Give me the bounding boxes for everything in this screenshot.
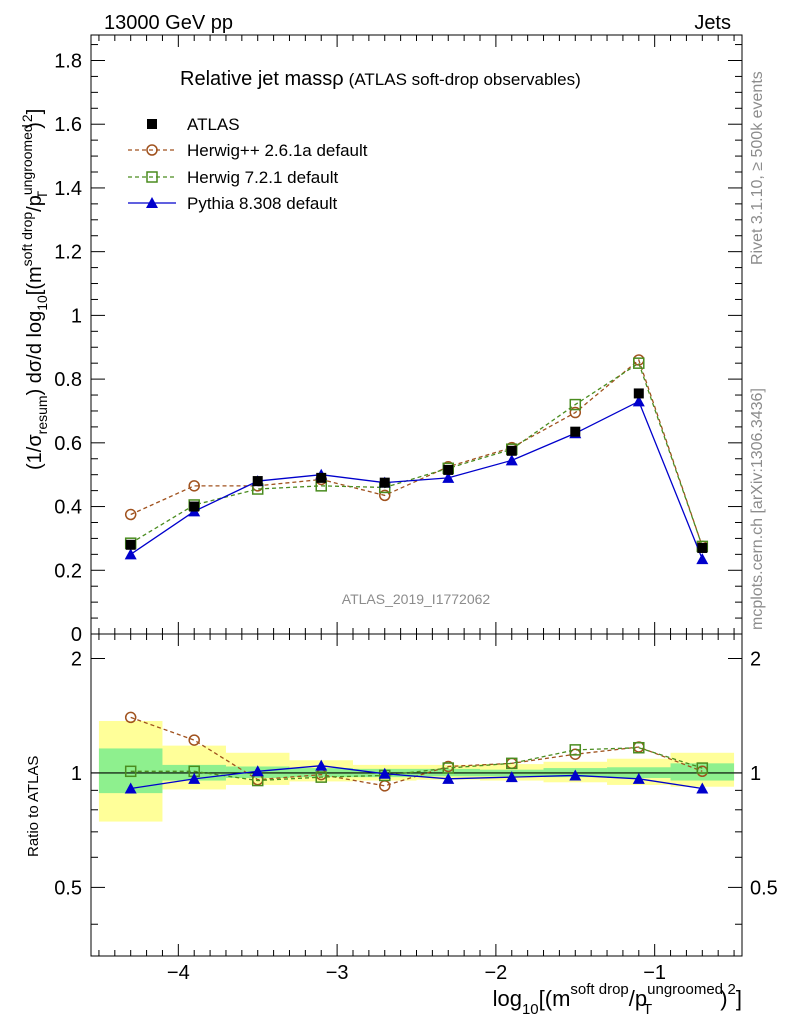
legend-herwig-2-6-1a-default-marker [146,144,158,156]
x-tick-label: −4 [167,962,190,984]
title-suffix: (ATLAS soft-drop observables) [349,70,581,89]
ratio-plot-frame [90,633,743,957]
legend: ATLAS Herwig++ 2.6.1a default Herwig 7.2.1… [128,115,368,213]
herwig-7-2-1-default-point [633,357,645,369]
main-y-tick-label: 1.8 [54,50,82,72]
title-rho: ρ [332,68,343,90]
main-y-tick-label: 0.4 [54,497,82,519]
herwig-2-6-1a-default-point [124,508,137,521]
main-y-tick-label: 1.4 [54,178,82,200]
herwig-2-6-1a-default-point [569,406,582,419]
atlas-point [316,472,327,483]
main-y-tick-label: 1 [71,305,82,327]
pythia-8-308-default-point [632,395,645,407]
ratio-y-tick-label-right: 0.5 [750,877,778,899]
x-tick-label: −3 [326,962,349,984]
pythia-8-308-default-point [442,471,455,483]
pythia-8-308-default-point [505,454,518,466]
ratio-pythia-8-308-default-point [442,772,455,784]
pythia-8-308-default-point [124,548,137,560]
main-y-tick-label: 0.6 [54,433,82,455]
ratio-herwig-7-2-1-default-point [569,744,582,756]
ratio-y-tick-label: 1 [71,763,82,785]
legend-pythia-8-308-default-marker [146,197,158,208]
title-text: Relative jet mass [180,68,332,90]
analysis-tag: ATLAS_2019_I1772062 [342,591,491,607]
ratio-pythia-8-308-default-point [315,759,328,771]
atlas-point [633,388,644,399]
header-energy-label: 13000 GeV pp [104,12,233,34]
ratio-pythia-8-308-default-line [130,765,703,790]
mcplots-label: mcplots.cern.ch [arXiv:1306.3436] [749,388,766,630]
ratio-pythia-8-308-default-point [569,769,582,781]
legend-herwig-7-2-1-default-label: Herwig 7.2.1 default [187,168,338,187]
ratio-herwig-7-2-1-default-point [124,765,137,778]
atlas-point [125,539,136,550]
ratio-y-axis-label: Ratio to ATLAS [25,756,42,857]
ratio-y-tick-label: 2 [71,649,82,671]
ratio-herwig-7-2-1-default-point [315,771,327,783]
ratio-herwig-7-2-1-default-point [696,762,709,774]
herwig-2-6-1a-default-point [188,480,200,492]
atlas-point [506,445,517,456]
atlas-point [570,426,581,437]
pythia-8-308-default-point [696,553,709,565]
x-axis-label: log10[(msoft drop/pungroomed T)2] [493,981,742,1018]
atlas-point [252,476,263,487]
legend-atlas-marker [147,119,157,129]
atlas-point [697,542,708,553]
ratio-pythia-8-308-default-point [505,771,518,783]
ratio-herwig-2-6-1a-default-point [188,734,200,746]
main-y-tick-label: 0.2 [54,560,82,582]
atlas-point [443,464,454,475]
legend-herwig-2-6-1a-default-label: Herwig++ 2.6.1a default [187,141,368,160]
x-tick-label: −1 [643,962,666,984]
header-jets-label: Jets [694,12,731,34]
herwig-2-6-1a-default-point [378,489,391,502]
main-y-tick-label: 1.6 [54,114,82,136]
ratio-pythia-8-308-default-point [188,772,201,784]
ratio-herwig-7-2-1-default-point [633,741,645,754]
main-y-tick-label: 0.8 [54,369,82,391]
atlas-point [189,501,200,512]
rivet-version-label: Rivet 3.1.10, ≥ 500k events [749,71,766,265]
herwig-7-2-1-default-point [569,398,582,411]
ratio-pythia-8-308-default-point [251,765,264,777]
atlas-point [379,477,390,488]
ratio-y-tick-label: 0.5 [54,877,82,899]
herwig-2-6-1a-default-line [130,358,703,547]
pythia-8-308-default-line [130,400,703,560]
ratio-inner-band [670,763,735,781]
ratio-y-tick-label-right: 1 [750,763,761,785]
ratio-y-tick-label-right: 2 [750,649,761,671]
main-y-tick-label: 1.2 [54,242,82,264]
ratio-pythia-8-308-default-point [124,782,137,794]
ratio-herwig-2-6-1a-default-point [124,711,137,724]
ratio-herwig-7-2-1-default-line [130,747,703,782]
main-y-tick-label: 0 [71,624,82,646]
legend-herwig-7-2-1-default-marker [146,171,158,183]
herwig-7-2-1-default-line [130,362,703,547]
ratio-pythia-8-308-default-point [378,767,391,779]
main-plot-title: Relative jet massρ (ATLAS soft-drop obser… [180,68,581,90]
legend-atlas-label: ATLAS [187,115,240,134]
ratio-herwig-7-2-1-default-point [506,757,518,770]
ratio-pythia-8-308-default-point [632,772,645,784]
x-tick-label: −2 [484,962,507,984]
main-y-axis-label: (1/σresum) dσ/d log10[(msoft drop/pungro… [19,109,50,470]
main-plot-layer: 0 0.2 0.4 0.6 0.8 1 1.2 1.4 1.6 1.8 [54,35,742,646]
ratio-plot-layer: −4 −3 −2 −1 0.5 0.5 1 1 2 2 [54,634,778,984]
legend-pythia-8-308-default-label: Pythia 8.308 default [187,194,338,213]
ratio-pythia-8-308-default-point [696,782,709,794]
